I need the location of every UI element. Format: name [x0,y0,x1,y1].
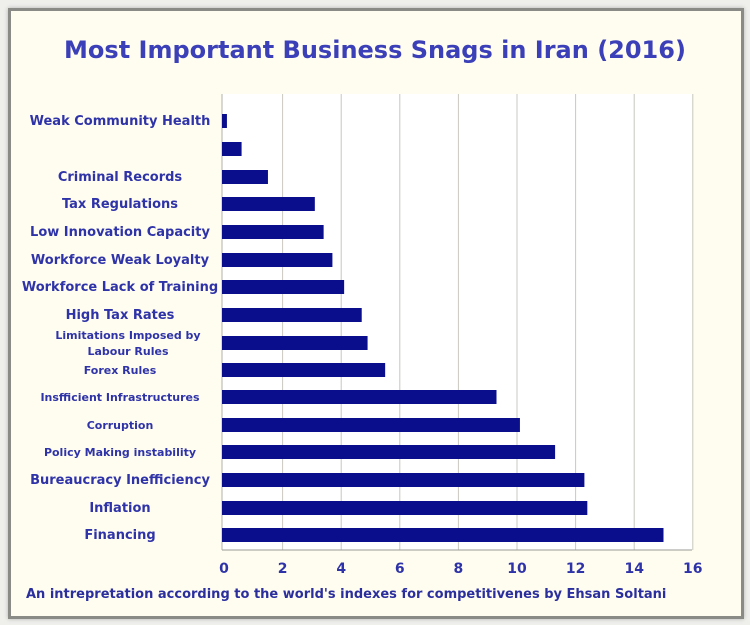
bar [222,390,497,404]
bar [222,142,242,156]
x-tick-label: 0 [219,561,229,577]
bar [222,473,585,487]
category-label: Forex Rules [84,364,157,377]
category-label: Tax Regulations [62,197,178,212]
category-label: Limitations Imposed by Labour Rules [55,329,200,358]
chart-title: Most Important Business Snags in Iran (2… [64,36,686,64]
category-label: Low Innovation Capacity [30,225,210,240]
category-label: High Tax Rates [66,308,175,323]
bar [222,170,268,184]
x-tick-label: 4 [336,561,346,577]
x-tick-label: 6 [395,561,405,577]
bar [222,280,345,294]
category-label: Weak Community Health [30,114,211,129]
category-label: Policy Making instability [44,446,196,459]
x-tick-label: 16 [683,561,702,577]
category-label: Criminal Records [58,170,183,185]
category-label: Corruption [87,419,154,432]
bar [222,197,315,211]
bar [222,445,556,459]
category-label: Inflation [89,501,150,516]
category-label: Workforce Lack of Training [22,280,218,295]
x-tick-label: 10 [507,561,527,577]
bar [222,528,664,542]
bar [222,225,324,239]
category-label: Workforce Weak Loyalty [31,253,210,268]
bar [222,114,227,128]
x-tick-label: 12 [566,561,585,577]
category-label: Bureaucracy Inefficiency [30,473,210,488]
bar [222,308,362,322]
category-label: Insfficient Infrastructures [40,391,200,404]
bar [222,418,520,432]
category-label: Financing [84,528,155,543]
bar [222,253,333,267]
x-tick-label: 8 [454,561,464,577]
x-tick-label: 14 [624,561,644,577]
chart-footnote: An intrepretation according to the world… [26,587,667,602]
bar [222,336,368,350]
bar [222,363,386,377]
x-tick-label: 2 [278,561,288,577]
bar [222,501,588,515]
